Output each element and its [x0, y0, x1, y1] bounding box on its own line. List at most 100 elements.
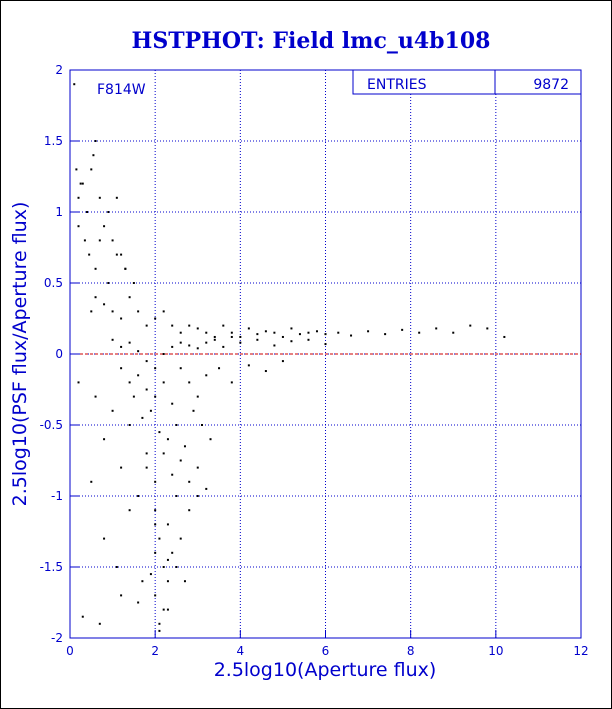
data-point-0-80	[239, 341, 242, 344]
data-point-0-135	[94, 395, 97, 398]
data-point-0-107	[175, 424, 178, 426]
data-point-0-139	[128, 424, 131, 426]
data-point-0-103	[141, 416, 144, 419]
x-tick-labels: 0 2 4 6 8 10 12	[66, 630, 589, 658]
data-point-0-52	[315, 330, 318, 333]
x-tick-label-1: 2	[151, 644, 159, 658]
data-point-0-62	[469, 324, 472, 327]
data-point-0-130	[158, 622, 161, 625]
data-point-0-85	[324, 343, 327, 346]
x-tick-label-4: 8	[407, 644, 415, 658]
data-point-0-141	[145, 452, 148, 455]
data-point-0-23	[124, 267, 127, 270]
data-point-0-70	[154, 367, 157, 370]
data-point-0-47	[273, 331, 276, 334]
data-point-0-125	[175, 495, 178, 497]
y-tick-label-7: 1.5	[44, 134, 63, 148]
x-tick-label-2: 4	[237, 644, 245, 658]
data-point-0-21	[107, 282, 110, 284]
data-point-0-44	[247, 327, 250, 330]
data-point-0-133	[175, 566, 178, 568]
data-point-0-67	[128, 341, 131, 344]
data-point-0-25	[90, 310, 93, 313]
data-point-0-9	[103, 225, 106, 228]
data-point-0-156	[158, 629, 161, 632]
data-point-0-35	[171, 324, 174, 327]
data-point-0-144	[90, 480, 93, 483]
data-point-0-157	[166, 558, 169, 561]
data-point-0-111	[209, 438, 212, 441]
data-point-0-16	[79, 182, 82, 185]
data-point-0-19	[94, 267, 97, 270]
data-point-0-5	[90, 168, 93, 171]
data-point-0-46	[264, 330, 267, 333]
data-point-0-77	[213, 338, 216, 341]
data-point-0-151	[81, 615, 84, 618]
data-point-0-72	[171, 345, 174, 348]
data-point-0-122	[162, 566, 165, 568]
data-point-0-124	[171, 551, 174, 554]
data-point-0-120	[154, 509, 157, 512]
data-point-0-121	[158, 537, 161, 540]
data-point-0-152	[98, 622, 101, 625]
data-point-0-28	[111, 310, 114, 313]
y-tick-label-2: -1	[51, 489, 63, 503]
data-point-0-106	[166, 438, 169, 441]
y-tick-label-5: 0.5	[44, 276, 63, 290]
y-tick-label-3: -0.5	[40, 418, 63, 432]
data-point-0-6	[92, 154, 95, 157]
data-point-0-39	[205, 331, 208, 334]
data-point-0-86	[120, 367, 123, 370]
data-point-0-48	[281, 335, 284, 338]
data-point-0-127	[188, 509, 191, 512]
data-point-0-94	[188, 381, 191, 384]
data-point-0-82	[273, 344, 276, 347]
data-point-0-142	[154, 523, 157, 526]
data-point-0-53	[324, 333, 327, 336]
data-point-0-146	[115, 566, 118, 568]
data-point-0-109	[192, 409, 195, 412]
data-point-0-128	[196, 495, 199, 497]
data-point-0-75	[196, 347, 199, 350]
data-point-0-7	[94, 140, 97, 142]
data-point-0-129	[154, 594, 157, 597]
data-point-0-8	[98, 196, 101, 199]
stats-entries-value: 9872	[533, 77, 569, 93]
data-point-0-104	[149, 409, 152, 412]
data-point-0-88	[137, 374, 140, 377]
data-point-0-40	[213, 335, 216, 338]
data-point-0-65	[111, 338, 114, 341]
x-axis-label: 2.5log10(Aperture flux)	[214, 659, 437, 681]
data-point-0-58	[401, 328, 404, 331]
data-point-0-102	[132, 395, 135, 398]
data-point-0-15	[77, 225, 80, 228]
data-point-0-134	[183, 580, 186, 583]
data-point-0-153	[120, 594, 123, 597]
data-point-0-100	[264, 370, 267, 373]
data-point-0-132	[166, 580, 169, 583]
data-point-0-112	[145, 466, 148, 469]
data-point-0-155	[149, 573, 152, 576]
data-point-0-0	[73, 83, 76, 86]
y-tick-label-1: -1.5	[40, 560, 63, 574]
data-point-0-126	[179, 537, 182, 540]
data-point-0-54	[337, 331, 340, 334]
data-point-0-148	[141, 580, 144, 583]
data-point-0-57	[384, 333, 387, 336]
data-point-0-20	[98, 239, 101, 242]
data-point-0-29	[120, 317, 123, 320]
data-point-0-24	[132, 282, 135, 284]
y-tick-labels: -2 -1.5 -1 -0.5 0 0.5 1 1.5 2	[40, 63, 80, 645]
data-point-0-68	[137, 350, 140, 353]
data-point-0-41	[222, 324, 225, 327]
stats-box	[352, 69, 582, 95]
data-point-0-71	[162, 353, 165, 355]
data-point-0-145	[103, 537, 106, 540]
data-point-0-95	[196, 395, 199, 398]
data-point-0-60	[435, 327, 438, 330]
data-point-0-96	[205, 374, 208, 377]
data-point-0-115	[171, 473, 174, 476]
y-tick-label-8: 2	[55, 63, 63, 77]
legend-series-name: F814W	[97, 82, 146, 98]
